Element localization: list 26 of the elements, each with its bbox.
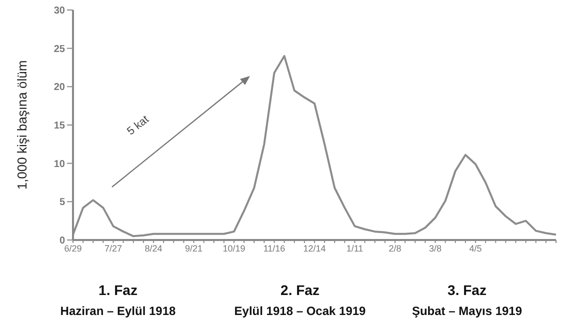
y-tick-label: 30 (54, 6, 66, 17)
y-tick-label: 10 (54, 158, 66, 170)
x-tick-label: 12/14 (303, 243, 326, 254)
x-tick-label: 10/19 (222, 243, 246, 254)
y-tick-label: 15 (54, 120, 66, 132)
text: 1. Faz (98, 282, 138, 298)
x-tick-label: 4/5 (469, 243, 482, 254)
x-tick-label: 11/16 (263, 243, 286, 254)
x-tick-label: 6/29 (64, 243, 82, 254)
x-tick-label: 2/8 (388, 243, 402, 254)
annotation: 5 kat (125, 114, 152, 138)
y-tick-label: 20 (54, 82, 66, 94)
text: Şubat – Mayıs 1919 (410, 304, 524, 318)
y-axis-title: 1,000 kişi başına ölüm (14, 60, 30, 190)
text: Haziran – Eylül 1918 (59, 304, 177, 318)
text: 3. Faz (446, 282, 488, 298)
x-tick-label: 1/11 (346, 243, 364, 254)
x-tick-label: 3/8 (428, 243, 442, 254)
y-tick-label: 5 (59, 197, 66, 208)
text: Eylül 1918 – Ocak 1919 (233, 304, 367, 318)
y-tick-label: 25 (54, 44, 66, 55)
x-tick-label: 7/27 (104, 243, 122, 254)
y-tick-label: 0 (59, 236, 66, 247)
x-tick-label: 9/21 (184, 243, 203, 254)
x-tick-label: 8/24 (144, 243, 162, 254)
text: 2. Faz (280, 282, 320, 298)
